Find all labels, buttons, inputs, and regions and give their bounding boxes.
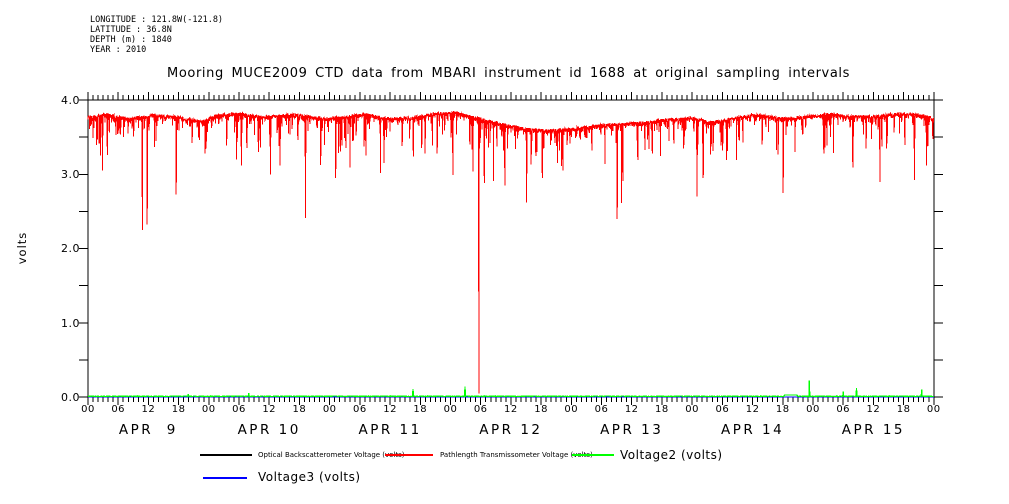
x-tick-label: 18 — [171, 404, 186, 415]
x-tick-label: 00 — [443, 404, 458, 415]
x-tick-label: 00 — [926, 404, 941, 415]
x-tick-label: 12 — [866, 404, 881, 415]
x-tick-label: 18 — [896, 404, 911, 415]
x-tick-label: 06 — [715, 404, 730, 415]
y-axis-label: volts — [15, 231, 29, 265]
meta-year: YEAR : 2010 — [90, 45, 147, 55]
meta-longitude: LONGITUDE : 121.8W(-121.8) — [90, 15, 224, 25]
x-tick-label: 00 — [201, 404, 216, 415]
x-day-label: APR 11 — [358, 422, 422, 438]
x-tick-label: 12 — [504, 404, 518, 415]
x-tick-label: 12 — [745, 404, 760, 415]
x-day-label: APR 10 — [237, 422, 301, 438]
y-tick-label: 2.0 — [61, 242, 80, 255]
legend-label-voltage3: Voltage3 (volts) — [258, 470, 361, 484]
x-tick-label: 06 — [473, 404, 488, 415]
y-tick-label: 4.0 — [61, 94, 80, 107]
x-tick-label: 12 — [141, 404, 156, 415]
x-tick-label: 12 — [383, 404, 397, 415]
x-tick-label: 00 — [564, 404, 579, 415]
meta-latitude: LATITUDE : 36.8N — [90, 25, 172, 35]
x-tick-label: 18 — [292, 404, 307, 415]
x-tick-label: 12 — [262, 404, 277, 415]
x-day-label: APR 12 — [479, 422, 543, 438]
x-tick-label: 06 — [594, 404, 609, 415]
x-tick-label: 18 — [655, 404, 669, 415]
axes-frame-and-ticks — [79, 92, 943, 405]
x-day-label: APR 15 — [841, 422, 905, 438]
x-tick-label: 06 — [111, 404, 126, 415]
x-day-label: APR 14 — [720, 422, 785, 438]
legend-label-transmissometer: Pathlength Transmissometer Voltage (volt… — [440, 451, 593, 459]
x-tick-label: 00 — [685, 404, 699, 415]
voltage2-trace — [87, 380, 934, 399]
legend-line-backscatterometer — [200, 454, 252, 456]
x-day-label: APR 13 — [600, 422, 664, 438]
x-tick-label: 00 — [81, 404, 95, 415]
meta-depth: DEPTH (m) : 1840 — [90, 35, 172, 45]
legend-line-transmissometer — [385, 454, 433, 456]
chart-title: Mooring MUCE2009 CTD data from MBARI ins… — [167, 66, 850, 81]
transmissometer-trace — [87, 110, 935, 394]
x-tick-label: 06 — [836, 404, 851, 415]
x-tick-label: 12 — [624, 404, 639, 415]
x-tick-label: 00 — [322, 404, 337, 415]
legend-line-voltage2 — [572, 454, 614, 456]
x-tick-label: 18 — [775, 404, 790, 415]
legend-label-voltage2: Voltage2 (volts) — [620, 448, 723, 462]
legend-label-backscatterometer: Optical Backscatterometer Voltage (volts… — [258, 451, 405, 459]
x-tick-label: 18 — [534, 404, 548, 415]
y-tick-label: 3.0 — [61, 168, 80, 181]
y-tick-label: 1.0 — [61, 317, 80, 330]
x-tick-label: 18 — [413, 404, 428, 415]
x-tick-label: 00 — [806, 404, 820, 415]
y-tick-label: 0.0 — [61, 391, 80, 404]
x-tick-label: 06 — [353, 404, 367, 415]
x-tick-label: 06 — [232, 404, 246, 415]
legend-line-voltage3 — [203, 477, 247, 479]
x-day-label: APR 9 — [118, 422, 178, 438]
